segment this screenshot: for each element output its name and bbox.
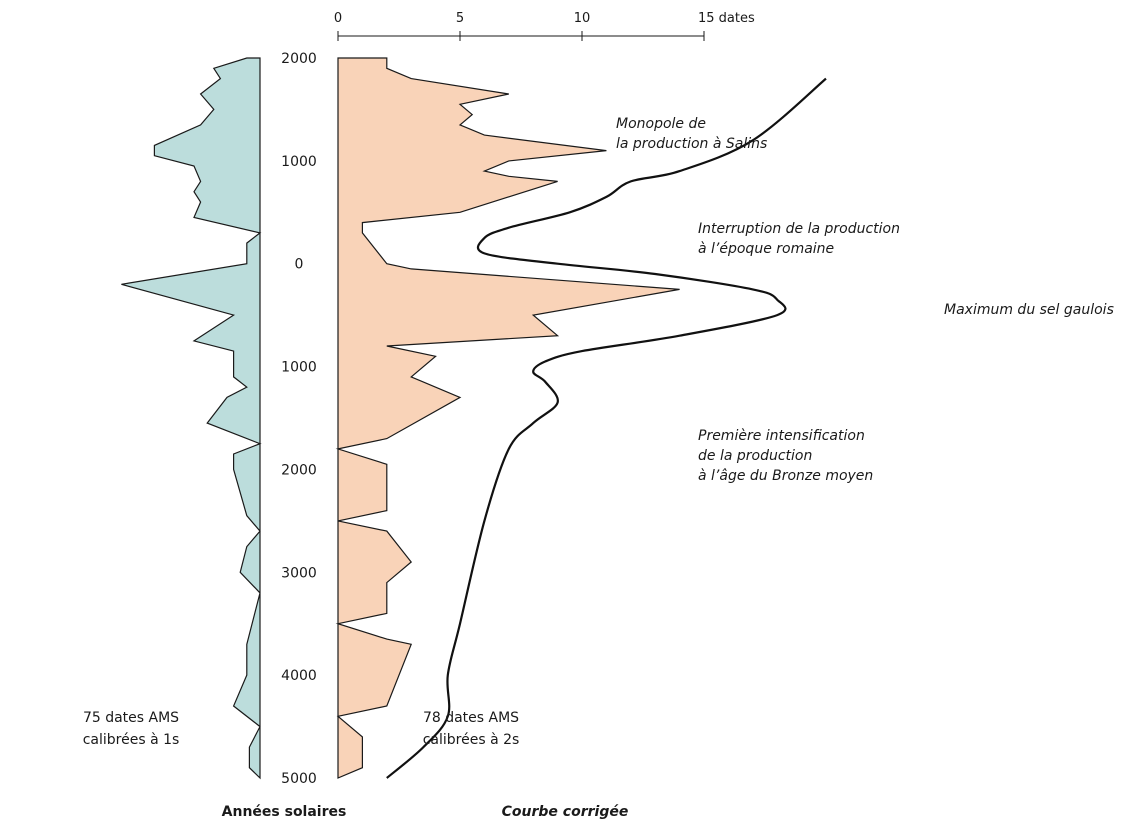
x-tick-label: 10 <box>574 11 591 26</box>
y-tick-label: 0 <box>295 257 304 273</box>
y-tick-label: 2000 <box>281 51 317 67</box>
axes-group <box>337 31 705 41</box>
series-2-note: 78 dates AMS calibrées à 2s <box>423 710 520 748</box>
x-tick-label: 15 dates <box>698 11 755 26</box>
series-1-note: 75 dates AMS calibrées à 1s <box>83 710 180 748</box>
area-series-2 <box>335 57 680 779</box>
corrected-curve <box>386 77 827 779</box>
areas-group <box>121 57 680 780</box>
area-series-1 <box>121 57 262 780</box>
footer-left-label: Années solaires <box>222 804 347 820</box>
y-tick-label: 2000 <box>281 462 317 478</box>
annotation-4: Première intensification de la production… <box>698 428 873 484</box>
y-tick-label: 1000 <box>281 154 317 170</box>
annotation-3: Maximum du sel gaulois <box>944 302 1114 318</box>
y-tick-label: 3000 <box>281 565 317 581</box>
y-tick-label: 4000 <box>281 668 317 684</box>
text-group: 0 5 10 15 dates 2000 1000 0 1000 2000 3000 4000 500… <box>83 11 1114 820</box>
annotation-2: Interruption de la production à l’époque … <box>698 221 900 257</box>
x-tick-label: 0 <box>334 11 342 26</box>
y-tick-label: 1000 <box>281 360 317 376</box>
corrected-curve-group <box>386 77 827 779</box>
y-tick-label: 5000 <box>281 771 317 787</box>
annotation-1: Monopole de la production à Salins <box>616 116 767 152</box>
footer-right-label: Courbe corrigée <box>502 804 629 820</box>
x-tick-label: 5 <box>456 11 464 26</box>
